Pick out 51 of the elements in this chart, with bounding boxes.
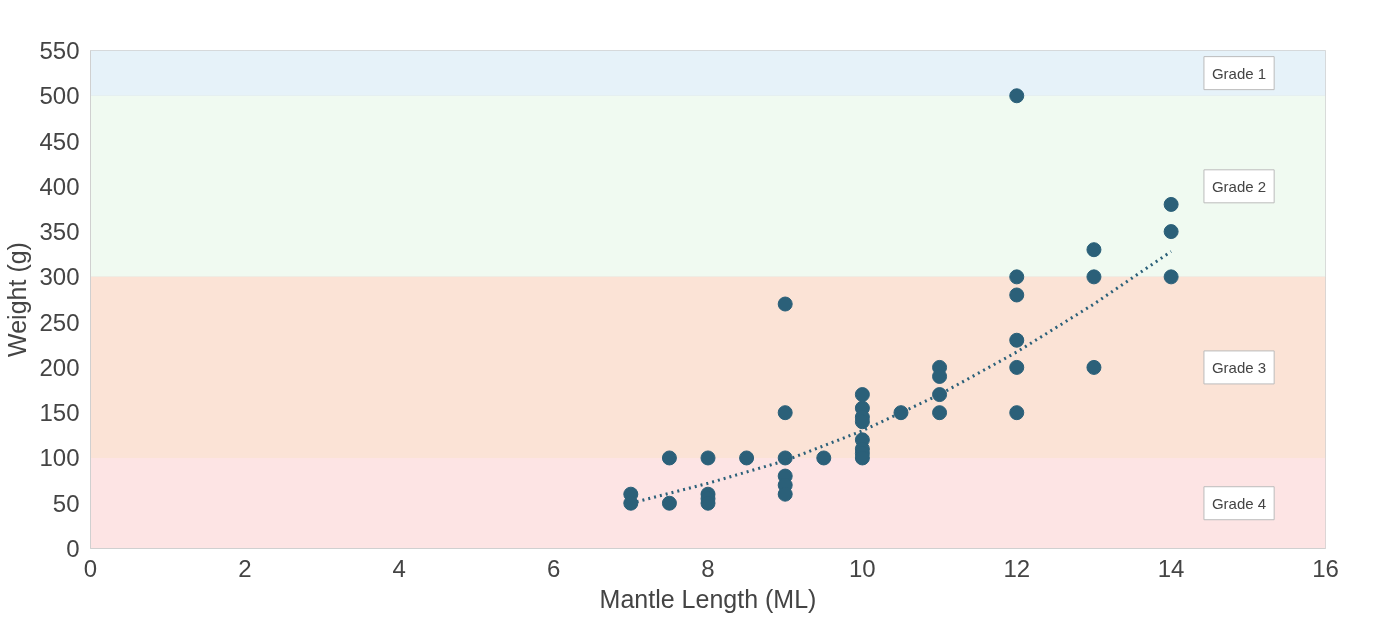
point — [739, 450, 755, 466]
y-axis-title: Weight (g) — [3, 242, 32, 357]
band-label: Grade 2 — [1211, 177, 1267, 195]
point — [1009, 332, 1025, 348]
point — [700, 450, 716, 466]
x-tick-label: 6 — [546, 554, 561, 582]
y-tick-label: 150 — [39, 399, 80, 427]
point — [1009, 269, 1025, 285]
y-tick-label: 0 — [66, 535, 80, 562]
y-tick-label: 250 — [39, 308, 80, 336]
point — [777, 296, 793, 312]
point — [1086, 269, 1102, 285]
point — [932, 405, 948, 421]
x-axis-title: Mantle Length (ML) — [599, 584, 817, 613]
x-tick-label: 8 — [701, 554, 715, 582]
x-tick-label: 10 — [849, 554, 876, 582]
point — [854, 387, 870, 403]
point — [893, 405, 909, 421]
band-label: Grade 4 — [1211, 494, 1267, 512]
y-tick-label: 350 — [39, 218, 80, 246]
y-tick-label: 200 — [39, 353, 80, 381]
x-tick-label: 2 — [238, 554, 252, 582]
point — [777, 450, 793, 466]
y-tick-label: 50 — [52, 489, 80, 517]
point — [816, 450, 832, 466]
band-label: Grade 3 — [1211, 358, 1267, 376]
y-tick-label: 550 — [39, 37, 80, 64]
point — [1163, 224, 1179, 240]
y-tick-label: 400 — [39, 172, 80, 200]
point — [1009, 287, 1025, 303]
point — [777, 405, 793, 421]
point — [932, 387, 948, 403]
x-tick-label: 12 — [1003, 554, 1031, 582]
band-label: Grade 1 — [1211, 64, 1267, 82]
x-tick-label: 16 — [1312, 554, 1339, 582]
y-tick-label: 300 — [39, 263, 80, 291]
point — [1009, 88, 1025, 104]
x-tick-label: 14 — [1157, 554, 1185, 582]
point — [1086, 359, 1102, 375]
point — [1009, 405, 1025, 421]
y-tick-label: 450 — [39, 127, 80, 155]
y-tick-label: 500 — [39, 82, 80, 110]
x-tick-label: 4 — [392, 554, 406, 582]
point — [1009, 359, 1025, 375]
x-tick-label: 0 — [83, 554, 98, 582]
point — [661, 495, 677, 511]
y-tick-label: 100 — [39, 444, 80, 472]
point — [1163, 196, 1179, 212]
point — [661, 450, 677, 466]
point — [1086, 242, 1102, 258]
point — [1163, 269, 1179, 285]
